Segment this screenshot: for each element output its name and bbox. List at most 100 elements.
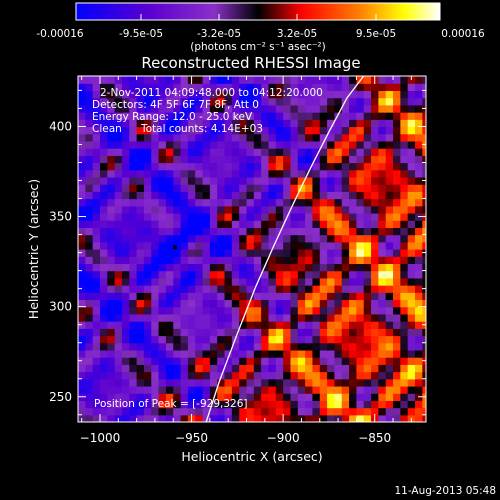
heatmap-cell [107,126,116,135]
heatmap-cell [187,97,196,106]
heatmap-cell [202,263,211,272]
heatmap-cell [415,140,423,149]
heatmap-cell [253,349,262,358]
heatmap-cell [180,126,189,135]
heatmap-cell [385,198,394,207]
heatmap-cell [151,220,160,228]
heatmap-cell [136,83,145,92]
heatmap-cell [385,299,394,308]
heatmap-cell [305,191,314,200]
heatmap-cell [312,155,321,164]
heatmap-cell [334,306,343,315]
heatmap-cell [312,335,321,344]
heatmap-cell [85,393,94,401]
heatmap-cell [92,227,101,236]
heatmap-cell [246,285,255,293]
heatmap-cell [209,234,218,243]
heatmap-cell [246,126,255,135]
heatmap-cell [378,256,387,265]
heatmap-cell [341,162,350,171]
heatmap-cell [136,256,145,265]
heatmap-cell [173,112,182,120]
heatmap-cell [400,249,409,257]
heatmap-cell [334,285,343,293]
heatmap-cell [231,162,240,171]
heatmap-cell [400,241,409,250]
heatmap-cell [319,133,328,142]
heatmap-cell [209,371,218,380]
heatmap-cell [268,227,277,236]
heatmap-cell [268,306,277,315]
heatmap-cell [385,112,394,120]
heatmap-cell [319,385,328,394]
heatmap-cell [180,249,189,257]
heatmap-cell [107,162,116,171]
heatmap-cell [158,133,167,142]
heatmap-cell [165,83,174,92]
heatmap-cell [224,256,233,265]
heatmap-cell [356,292,365,301]
heatmap-cell [136,90,145,99]
heatmap-cell [312,385,321,394]
heatmap-cell [143,321,152,329]
heatmap-cell [107,169,116,178]
heatmap-cell [327,220,336,228]
heatmap-cell [363,205,372,214]
heatmap-cell [209,76,218,84]
heatmap-cell [415,184,423,192]
heatmap-cell [143,155,152,164]
heatmap-cell [143,76,152,84]
heatmap-cell [92,162,101,171]
heatmap-cell [253,256,262,265]
heatmap-cell [85,414,94,422]
heatmap-cell [246,112,255,120]
heatmap-cell [85,148,94,156]
heatmap-cell [407,270,416,279]
heatmap-cell [107,321,116,329]
heatmap-cell [415,335,423,344]
heatmap-cell [312,321,321,329]
heatmap-cell [180,83,189,92]
heatmap-cell [349,299,357,308]
heatmap-cell [312,97,321,106]
heatmap-cell [85,306,94,315]
heatmap-cell [92,112,101,120]
heatmap-cell [422,342,426,351]
heatmap-cell [371,104,379,113]
heatmap-cell [129,292,138,301]
heatmap-cell [121,220,130,228]
heatmap-cell [305,313,314,322]
heatmap-cell [341,234,350,243]
heatmap-cell [107,342,116,351]
heatmap-cell [85,83,94,92]
heatmap-cell [393,220,401,228]
heatmap-cell [99,385,108,394]
heatmap-cell [239,292,248,301]
heatmap-cell [297,270,306,279]
heatmap-cell [261,119,270,128]
heatmap-cell [107,349,116,358]
heatmap-cell [114,342,123,351]
heatmap-cell [334,176,343,185]
heatmap-cell [136,393,145,401]
heatmap-cell [246,385,255,394]
heatmap-cell [327,234,336,243]
heatmap-cell [356,97,365,106]
heatmap-cell [422,198,426,207]
heatmap-cell [297,321,306,329]
heatmap-cell [121,76,130,84]
heatmap-cell [187,119,196,128]
heatmap-cell [114,407,123,416]
heatmap-cell [180,400,189,409]
heatmap-cell [217,205,226,214]
heatmap-cell [231,148,240,156]
heatmap-cell [268,349,277,358]
heatmap-cell [400,371,409,380]
heatmap-cell [290,400,299,409]
heatmap-cell [195,126,204,135]
heatmap-cell [275,407,284,416]
heatmap-cell [407,162,416,171]
heatmap-cell [297,342,306,351]
annotation-time-range: 2-Nov-2011 04:09:48.000 to 04:12:20.000 [100,87,323,99]
heatmap-cell [85,378,94,387]
